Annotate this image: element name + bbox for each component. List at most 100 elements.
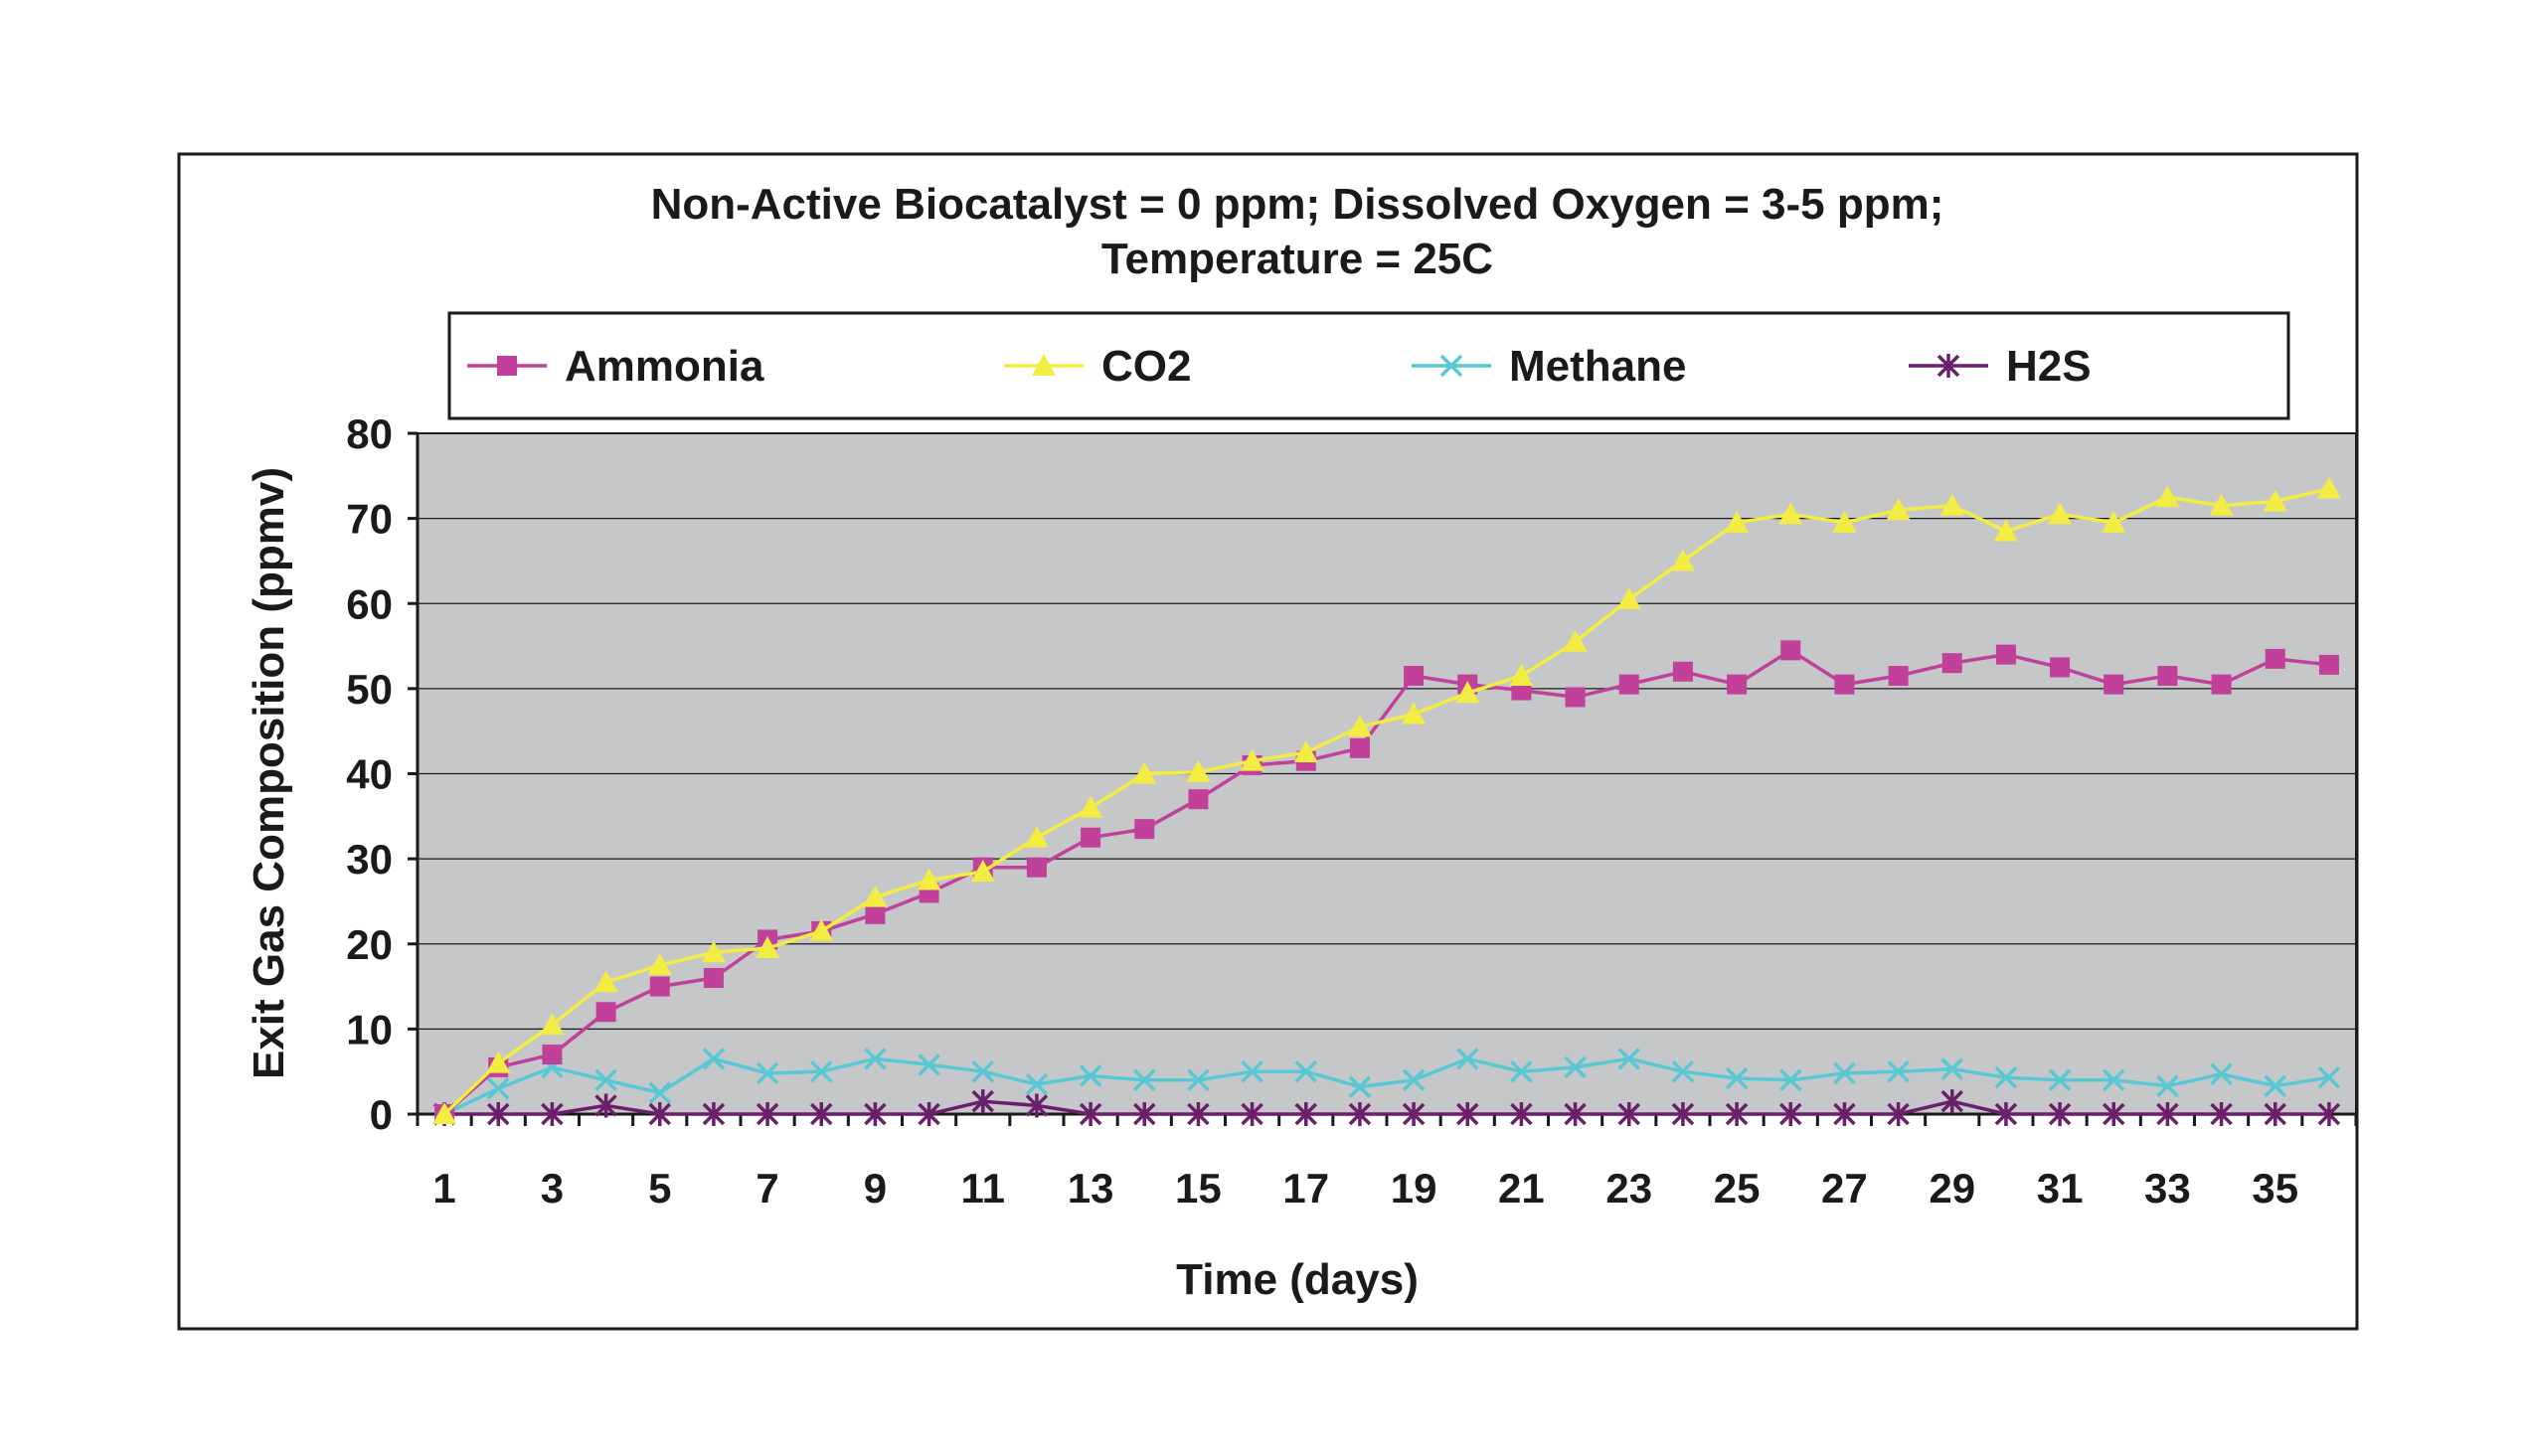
data-point-h2s	[1725, 1102, 1749, 1126]
data-point-methane	[2156, 1074, 2179, 1097]
data-point-methane	[756, 1061, 779, 1085]
data-point-methane	[1564, 1055, 1587, 1079]
data-point-methane	[1348, 1075, 1372, 1098]
series-line-co2	[442, 486, 2330, 1116]
y-tick-label: 60	[346, 580, 393, 627]
data-point-ammonia	[2265, 648, 2285, 669]
data-point-co2	[1563, 629, 1588, 652]
data-point-h2s	[1779, 1102, 1802, 1126]
data-point-h2s	[1456, 1102, 1479, 1126]
data-point-h2s	[702, 1102, 726, 1126]
data-point-co2	[1186, 759, 1211, 782]
data-point-co2	[1132, 761, 1157, 784]
chart-subtitle: Temperature = 25C	[1101, 235, 1493, 283]
data-point-methane	[1940, 1057, 1963, 1080]
data-point-co2	[863, 885, 888, 907]
x-tick-label: 9	[864, 1165, 887, 1212]
data-point-h2s	[1187, 1102, 1210, 1126]
x-tick-label: 35	[2252, 1165, 2298, 1212]
data-point-co2	[1402, 702, 1427, 725]
legend-item-ammonia: Ammonia	[467, 342, 764, 391]
data-point-ammonia	[1134, 819, 1155, 840]
data-point-h2s	[1994, 1102, 2018, 1126]
x-tick-label: 17	[1282, 1165, 1329, 1212]
data-point-ammonia	[2050, 657, 2071, 678]
x-tick-label: 7	[756, 1165, 778, 1212]
data-point-co2	[917, 868, 941, 890]
data-point-h2s	[1133, 1102, 1156, 1126]
data-point-h2s	[487, 1102, 510, 1126]
data-point-ammonia	[1780, 640, 1801, 661]
x-tick-label: 15	[1175, 1165, 1222, 1212]
data-point-h2s	[1079, 1102, 1102, 1126]
data-point-h2s	[1348, 1102, 1372, 1126]
x-tick-label: 13	[1068, 1165, 1114, 1212]
legend-item-methane: Methane	[1412, 342, 1686, 391]
data-point-co2	[701, 940, 726, 963]
chart-title: Non-Active Biocatalyst = 0 ppm; Dissolve…	[651, 180, 1944, 229]
data-point-h2s	[1510, 1102, 1533, 1126]
data-point-co2	[2155, 485, 2180, 508]
data-point-methane	[2103, 1068, 2125, 1091]
x-tick-label: 25	[1714, 1165, 1761, 1212]
data-point-methane	[2264, 1074, 2286, 1097]
x-tick-label: 29	[1929, 1165, 1975, 1212]
data-point-h2s	[1940, 1089, 1963, 1114]
data-point-methane	[1294, 1059, 1317, 1083]
data-point-methane	[1241, 1059, 1263, 1083]
data-point-co2	[2102, 510, 2126, 533]
data-point-ammonia	[2211, 674, 2232, 695]
data-point-h2s	[1241, 1102, 1263, 1126]
data-point-co2	[1939, 493, 1964, 516]
data-point-methane	[864, 1048, 887, 1070]
data-point-methane	[810, 1059, 833, 1083]
data-point-h2s	[2264, 1102, 2286, 1126]
data-point-ammonia	[542, 1045, 563, 1065]
data-point-methane	[1456, 1048, 1479, 1070]
data-point-methane	[702, 1048, 726, 1070]
y-tick-label: 40	[346, 751, 393, 798]
data-point-co2	[1024, 825, 1049, 848]
data-point-ammonia	[1349, 737, 1370, 758]
data-point-h2s	[971, 1089, 994, 1114]
data-point-methane	[1025, 1072, 1049, 1096]
data-point-co2	[1509, 664, 1534, 687]
x-tick-label: 19	[1391, 1165, 1437, 1212]
x-tick-label: 3	[541, 1165, 564, 1212]
data-point-co2	[2263, 489, 2287, 512]
data-point-h2s	[2048, 1102, 2072, 1126]
data-point-ammonia	[1834, 674, 1855, 695]
y-tick-label: 0	[370, 1091, 393, 1138]
x-tick-label: 5	[648, 1165, 671, 1212]
data-point-co2	[486, 1051, 511, 1073]
data-point-ammonia	[1565, 687, 1586, 708]
x-tick-label: 21	[1498, 1165, 1545, 1212]
data-point-h2s	[1402, 1102, 1426, 1126]
legend-label: H2S	[2006, 342, 2092, 391]
data-point-ammonia	[595, 1002, 616, 1023]
data-point-methane	[1994, 1065, 2018, 1089]
data-point-co2	[1670, 549, 1695, 571]
data-point-methane	[2048, 1068, 2072, 1091]
data-point-methane	[648, 1081, 671, 1104]
data-point-h2s	[1671, 1102, 1695, 1126]
legend-marker	[1032, 354, 1056, 376]
data-point-co2	[1778, 502, 1803, 525]
data-point-co2	[1616, 586, 1641, 609]
data-point-co2	[756, 936, 780, 959]
data-point-h2s	[864, 1102, 887, 1126]
data-point-co2	[1240, 748, 1264, 771]
data-point-methane	[2317, 1065, 2341, 1089]
data-point-methane	[971, 1059, 994, 1083]
data-point-h2s	[541, 1102, 564, 1126]
legend-marker	[497, 356, 517, 376]
x-tick-label: 31	[2037, 1165, 2084, 1212]
y-tick-label: 80	[346, 410, 393, 457]
data-point-co2	[1455, 681, 1480, 704]
x-tick-label: 1	[432, 1165, 455, 1212]
data-point-co2	[540, 1013, 565, 1036]
data-point-h2s	[2103, 1102, 2125, 1126]
y-tick-label: 70	[346, 496, 393, 543]
y-tick-label: 30	[346, 836, 393, 883]
data-point-ammonia	[1941, 653, 1962, 674]
